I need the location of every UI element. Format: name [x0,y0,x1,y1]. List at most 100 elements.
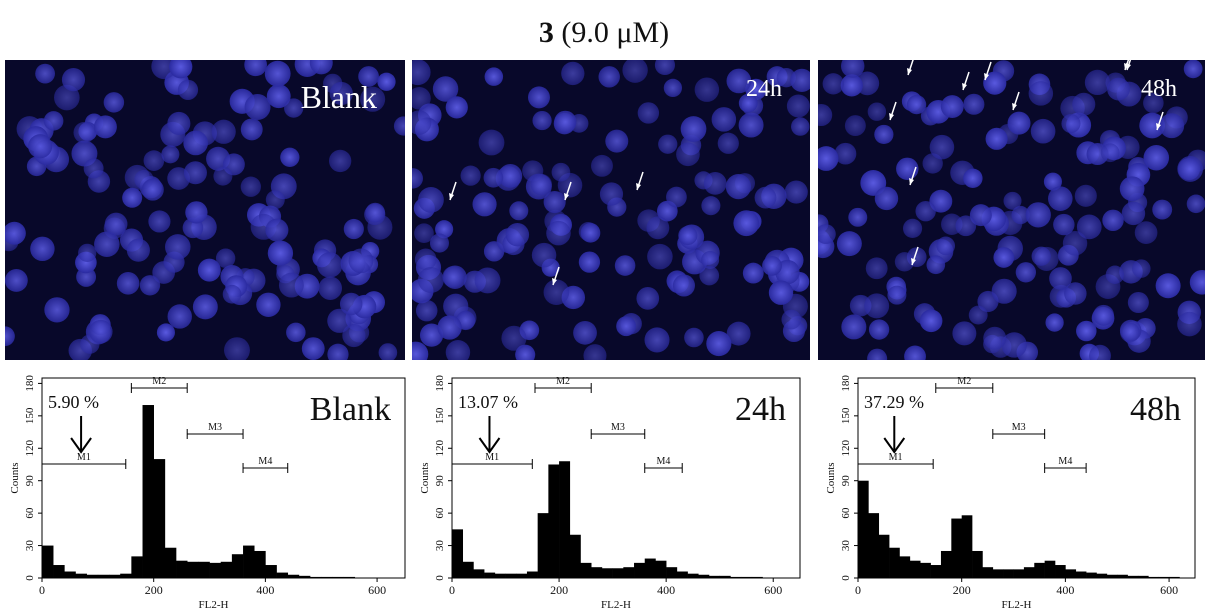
title-condition: (9.0 μM) [561,16,669,49]
histogram-bar [1086,572,1097,578]
cell-nucleus [94,231,120,257]
histogram-bar [452,529,464,578]
title-number: 3 [539,16,554,49]
cell-nucleus [167,111,191,135]
arrow-head [889,113,894,120]
cell-nucleus [1143,144,1170,171]
cell-nucleus [906,94,927,115]
cell-nucleus [169,60,193,79]
histogram-bar [982,567,994,578]
cell-nucleus [818,146,839,171]
cell-nucleus [1049,267,1072,290]
image-label: 48h [1141,76,1177,102]
cell-nucleus [791,117,810,136]
cell-nucleus [244,94,271,121]
cell-nucleus [543,190,566,214]
cell-nucleus [1030,118,1056,144]
cell-nucleus [1062,231,1088,256]
cell-nucleus [578,251,601,273]
y-tick-label: 150 [434,407,446,424]
cell-nucleus [929,189,953,213]
histogram-bar [53,565,65,578]
histogram-bar [64,571,76,578]
histogram-bar [612,568,624,578]
x-tick-label: 0 [449,583,455,597]
cell-nucleus [348,248,374,274]
cell-nucleus [318,276,343,300]
cell-nucleus [474,267,501,294]
histogram-bar [1065,569,1077,578]
y-tick-label: 120 [840,440,852,457]
cell-nucleus [694,77,720,102]
cell-nucleus [1028,81,1054,106]
cell-nucleus [412,60,431,86]
cell-nucleus [339,292,363,316]
histogram-bar [86,574,99,578]
cell-nucleus [781,309,802,330]
y-tick-label: 30 [434,540,446,552]
cell-nucleus [1139,112,1165,139]
histogram-bar [751,576,763,578]
histogram-bar [1044,560,1056,578]
cell-nucleus [265,190,285,210]
image-panel [818,60,1205,360]
y-axis-label: Counts [825,462,837,493]
gate-label: M2 [556,376,570,387]
cell-nucleus [378,343,398,360]
histogram-bar [265,565,277,578]
gate-label: M1 [889,452,903,463]
cell-nucleus [864,293,890,319]
cell-nucleus [1189,269,1205,295]
y-tick-label: 30 [840,540,852,552]
cell-nucleus [148,210,171,233]
cell-nucleus [754,186,777,209]
image-panel [412,60,810,360]
cell-nucleus [738,93,758,113]
arrow-head [909,178,914,185]
cell-nucleus [784,180,808,204]
cell-nucleus [412,110,432,135]
cell-nucleus [726,321,751,346]
cell-nucleus [419,323,444,347]
cell-nucleus [1003,191,1022,210]
histogram-bar [591,567,603,578]
x-tick-label: 600 [1160,583,1178,597]
cell-nucleus [483,167,504,188]
y-tick-label: 60 [434,507,446,519]
arrow-head [962,83,967,90]
cell-nucleus [867,102,887,121]
cell-nucleus [265,218,289,242]
cell-nucleus [223,337,250,360]
cell-nucleus [83,158,104,179]
cell-nucleus [429,233,449,253]
cell-nucleus [1043,172,1062,191]
histogram-bar [708,575,720,578]
cell-nucleus [840,74,863,97]
cell-nucleus [1061,114,1081,134]
cell-nucleus [78,243,97,262]
cell-nucleus [284,98,304,118]
cell-nucleus [963,168,983,189]
cell-nucleus [1102,209,1124,232]
y-tick-label: 150 [840,407,852,424]
cell-nucleus [701,196,721,216]
histogram-bar [526,571,538,578]
histogram-bar [951,518,962,578]
cell-nucleus [327,308,352,333]
arrow-head [449,193,454,200]
cell-nucleus [1100,143,1120,163]
cell-nucleus [822,73,844,95]
figure-title: 3 (9.0 μM) [539,16,669,49]
cell-nucleus [301,337,325,360]
cell-nucleus [818,224,836,245]
cell-nucleus [360,86,386,112]
annotation-arrow-head [478,437,501,454]
cell-nucleus [1134,221,1158,244]
cell-nucleus [532,110,552,131]
cell-nucleus [616,316,637,337]
cell-nucleus [1119,176,1145,202]
histogram-bar [287,574,300,578]
y-axis-label: Counts [419,462,431,493]
cell-nucleus [711,107,737,132]
cell-nucleus [412,341,429,360]
